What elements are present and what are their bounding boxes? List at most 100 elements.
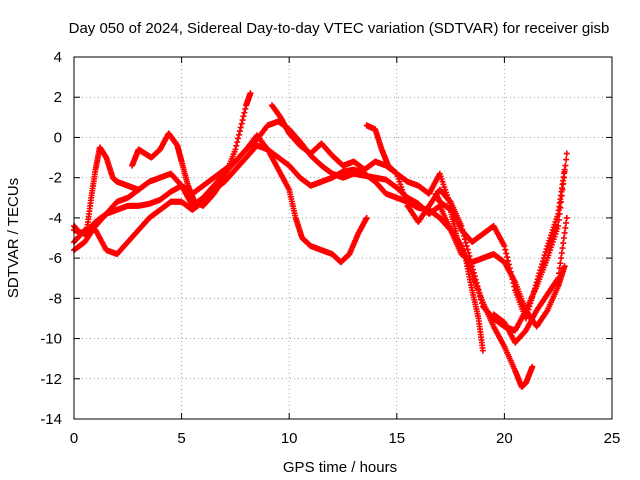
data-point — [558, 250, 565, 257]
data-point — [556, 210, 563, 217]
data-point — [561, 229, 568, 236]
data-point — [470, 266, 477, 273]
data-point — [242, 105, 249, 112]
data-point — [247, 90, 254, 97]
data-point — [446, 197, 453, 204]
data-point — [463, 243, 470, 250]
data-point — [557, 204, 564, 211]
data-point — [502, 246, 509, 253]
data-point — [239, 117, 246, 124]
data-point — [560, 240, 567, 247]
data-point — [459, 226, 466, 233]
data-point — [559, 245, 566, 252]
data-point — [511, 283, 518, 290]
data-point — [562, 224, 569, 231]
data-point — [240, 113, 247, 120]
data-point — [475, 286, 482, 293]
y-tick-label: -8 — [49, 290, 62, 307]
data-point — [233, 142, 240, 149]
data-point — [560, 180, 567, 187]
y-tick-label: -14 — [40, 411, 62, 428]
data-point — [501, 243, 508, 250]
data-point — [473, 279, 480, 286]
series-track-6 — [268, 102, 568, 322]
chart-title: Day 050 of 2024, Sidereal Day-to-day VTE… — [69, 20, 610, 37]
data-point — [558, 198, 565, 205]
x-tick-label: 20 — [496, 430, 513, 447]
data-point — [232, 146, 239, 153]
data-point — [363, 214, 370, 221]
data-point — [471, 273, 478, 280]
x-tick-label: 25 — [604, 430, 621, 447]
data-point — [503, 250, 510, 257]
data-point — [479, 347, 486, 354]
data-point — [462, 239, 469, 246]
y-tick-label: -12 — [40, 371, 62, 388]
x-tick-label: 15 — [388, 430, 405, 447]
series-track-4 — [71, 144, 142, 237]
data-point — [461, 232, 468, 239]
data-point — [504, 257, 511, 264]
x-axis-label: GPS time / hours — [283, 459, 397, 476]
data-point — [555, 222, 562, 229]
data-point — [458, 222, 465, 229]
data-point — [558, 192, 565, 199]
data-point — [556, 265, 563, 272]
series-track-5 — [129, 90, 254, 209]
data-point — [560, 174, 567, 181]
data-point — [510, 279, 517, 286]
grid — [74, 57, 612, 419]
data-point — [460, 229, 467, 236]
series-track-2 — [71, 142, 568, 330]
data-point — [237, 124, 244, 131]
data-point — [555, 275, 562, 282]
data-point — [505, 261, 512, 268]
series-track-8 — [432, 190, 486, 354]
series-track-3 — [71, 132, 370, 266]
data-point — [562, 162, 569, 169]
x-tick-label: 5 — [177, 430, 185, 447]
axis-ticks: 0 5 10 15 20 25 -14 -12 -10 -8 -6 -4 -2 0 2 4 — [40, 49, 620, 447]
y-tick-label: -4 — [49, 210, 62, 227]
x-tick-label: 0 — [70, 430, 78, 447]
y-axis-label: SDTVAR / TECUs — [5, 178, 22, 298]
data-point — [464, 246, 471, 253]
data-point — [236, 128, 243, 135]
data-point — [235, 135, 242, 142]
data-point — [446, 225, 453, 232]
y-tick-label: 2 — [54, 89, 62, 106]
data-point — [509, 276, 516, 283]
data-point — [476, 289, 483, 296]
data-point — [558, 255, 565, 262]
y-tick-label: 0 — [54, 129, 62, 146]
data-point — [507, 268, 514, 275]
data-point — [235, 131, 242, 138]
data-point — [561, 168, 568, 175]
y-tick-label: -6 — [49, 250, 62, 267]
data-point — [135, 186, 142, 193]
data-series — [71, 90, 570, 390]
data-point — [563, 219, 570, 226]
data-point — [561, 263, 568, 270]
data-point — [461, 236, 468, 243]
series-track-9 — [490, 214, 570, 346]
data-point — [478, 300, 485, 307]
y-tick-label: -2 — [49, 170, 62, 187]
data-point — [472, 276, 479, 283]
series-track-7 — [363, 122, 570, 334]
data-point — [557, 260, 564, 267]
y-tick-label: 4 — [54, 49, 62, 66]
data-point — [474, 283, 481, 290]
y-tick-label: -10 — [40, 331, 62, 348]
data-point — [508, 272, 515, 279]
data-point — [563, 156, 570, 163]
data-point — [506, 265, 513, 272]
plot-frame — [73, 56, 613, 420]
x-tick-label: 10 — [281, 430, 298, 447]
data-point — [465, 249, 472, 256]
data-point — [238, 120, 245, 127]
data-point — [563, 150, 570, 157]
data-point — [504, 254, 511, 261]
data-point — [563, 214, 570, 221]
